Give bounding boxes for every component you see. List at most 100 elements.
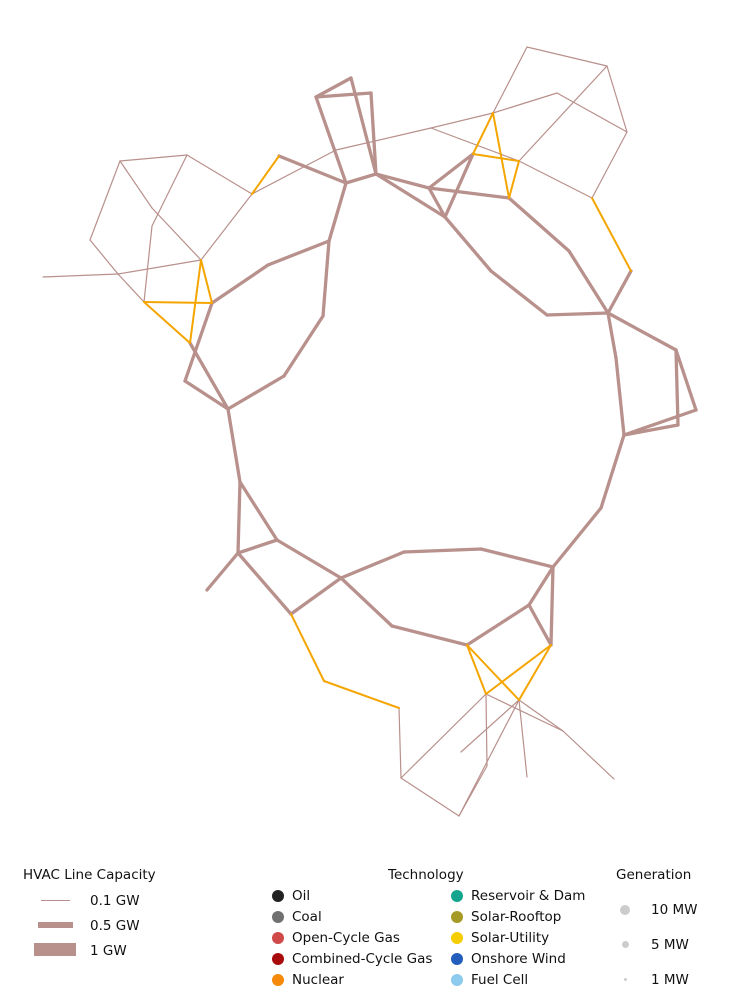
hvac-line-thin: [518, 699, 528, 778]
hvac-line-thick: [282, 314, 325, 378]
dc-line: [485, 644, 552, 695]
hvac-line-thick: [443, 152, 475, 219]
generation-marker-medium: [622, 941, 629, 948]
hvac-line-thick: [674, 348, 680, 427]
hvac-line-thick: [327, 181, 348, 243]
hvac-line-thin: [518, 699, 564, 732]
capacity-label-large: 1 GW: [90, 943, 127, 959]
dc-line: [472, 153, 520, 162]
hvac-line-thick: [236, 480, 242, 555]
hvac-thin-lines: [42, 46, 628, 817]
hvac-line-thin: [119, 160, 153, 209]
hvac-line-thick: [390, 624, 469, 647]
hvac-line-thin: [200, 193, 253, 261]
hvac-line-thick: [236, 551, 293, 616]
hvac-line-thick: [606, 311, 618, 360]
hvac-line-thick: [622, 408, 698, 437]
dc-line: [472, 112, 494, 155]
dc-line: [143, 301, 191, 344]
hvac-line-thick: [567, 249, 610, 315]
tech-dot-fuel-cell: [451, 974, 463, 986]
hvac-line-thick: [527, 565, 555, 607]
network-map: [42, 46, 698, 817]
generation-label-medium: 5 MW: [651, 937, 689, 953]
hvac-line-thick: [606, 311, 678, 352]
hvac-line-thick: [266, 239, 331, 267]
dc-line: [591, 197, 632, 272]
tech-dot-coal: [272, 911, 284, 923]
tech-dot-ocgt: [272, 932, 284, 944]
tech-label-fuel-cell: Fuel Cell: [471, 972, 529, 988]
capacity-swatch-medium: [38, 922, 73, 928]
generation-label-small: 1 MW: [651, 972, 689, 988]
hvac-line-thick: [427, 186, 511, 200]
hvac-line-thick: [443, 215, 493, 273]
hvac-line-thin: [430, 127, 520, 162]
hvac-line-thick: [188, 341, 230, 411]
hvac-line-thick: [489, 269, 549, 317]
hvac-line-thick: [339, 550, 406, 580]
capacity-swatch-small: [41, 900, 70, 901]
hvac-line-thin: [430, 112, 494, 129]
dc-line: [323, 680, 400, 709]
tech-dot-reservoir: [451, 890, 463, 902]
hvac-line-thin: [42, 273, 119, 278]
tech-label-onshore-wind: Onshore Wind: [471, 951, 566, 967]
capacity-legend-title: HVAC Line Capacity: [23, 867, 156, 883]
hvac-line-thin: [591, 131, 628, 199]
tech-label-reservoir: Reservoir & Dam: [471, 888, 586, 904]
tech-label-nuclear: Nuclear: [292, 972, 344, 988]
hvac-line-thin: [119, 154, 188, 162]
generation-marker-large: [620, 905, 630, 915]
hvac-line-thick: [369, 91, 378, 176]
hvac-line-thick: [226, 407, 242, 484]
hvac-line-thick: [614, 356, 626, 437]
hvac-line-thin: [186, 154, 253, 195]
capacity-label-medium: 0.5 GW: [90, 918, 140, 934]
hvac-line-thick: [344, 172, 378, 185]
generation-label-large: 10 MW: [651, 902, 698, 918]
tech-label-solar-rooftop: Solar-Rooftop: [471, 909, 562, 925]
tech-label-ccgt: Combined-Cycle Gas: [292, 951, 433, 967]
hvac-line-thick: [479, 547, 555, 569]
hvac-line-thick: [339, 576, 394, 628]
hvac-line-thick: [314, 95, 348, 185]
hvac-line-thick: [277, 154, 348, 185]
hvac-line-thin: [143, 225, 153, 303]
tech-dot-nuclear: [272, 974, 284, 986]
hvac-line-thick: [674, 348, 698, 412]
hvac-line-thick: [183, 379, 230, 411]
hvac-line-thick: [402, 547, 483, 554]
hvac-line-thin: [117, 273, 145, 303]
hvac-line-thick: [507, 196, 571, 253]
hvac-line-thick: [289, 576, 343, 616]
hvac-line-thin: [492, 92, 558, 114]
hvac-line-thick: [183, 301, 214, 383]
tech-dot-solar-utility: [451, 932, 463, 944]
hvac-line-thin: [117, 259, 202, 275]
tech-dot-onshore-wind: [451, 953, 463, 965]
tech-dot-ccgt: [272, 953, 284, 965]
hvac-line-thick: [236, 538, 279, 555]
capacity-swatch-large: [34, 943, 76, 956]
tech-label-coal: Coal: [292, 909, 322, 925]
hvac-line-thin: [460, 699, 520, 753]
capacity-label-small: 0.1 GW: [90, 893, 140, 909]
hvac-line-thick: [314, 76, 353, 99]
hvac-line-thin: [492, 46, 528, 114]
hvac-line-thick: [210, 263, 270, 305]
hvac-line-thin: [400, 693, 487, 779]
dc-line: [508, 160, 520, 199]
hvac-line-thick: [527, 603, 553, 647]
hvac-line-thin: [606, 65, 628, 133]
hvac-line-thick: [374, 172, 431, 190]
dc-line: [290, 613, 325, 682]
hvac-line-thin: [458, 699, 520, 817]
dc-line: [492, 112, 510, 199]
dc-line: [466, 644, 520, 701]
hvac-line-thin: [400, 777, 460, 817]
hvac-line-thin: [518, 160, 593, 199]
dc-line: [518, 644, 552, 701]
dc-line: [143, 301, 213, 304]
generation-legend-title: Generation: [616, 867, 692, 883]
